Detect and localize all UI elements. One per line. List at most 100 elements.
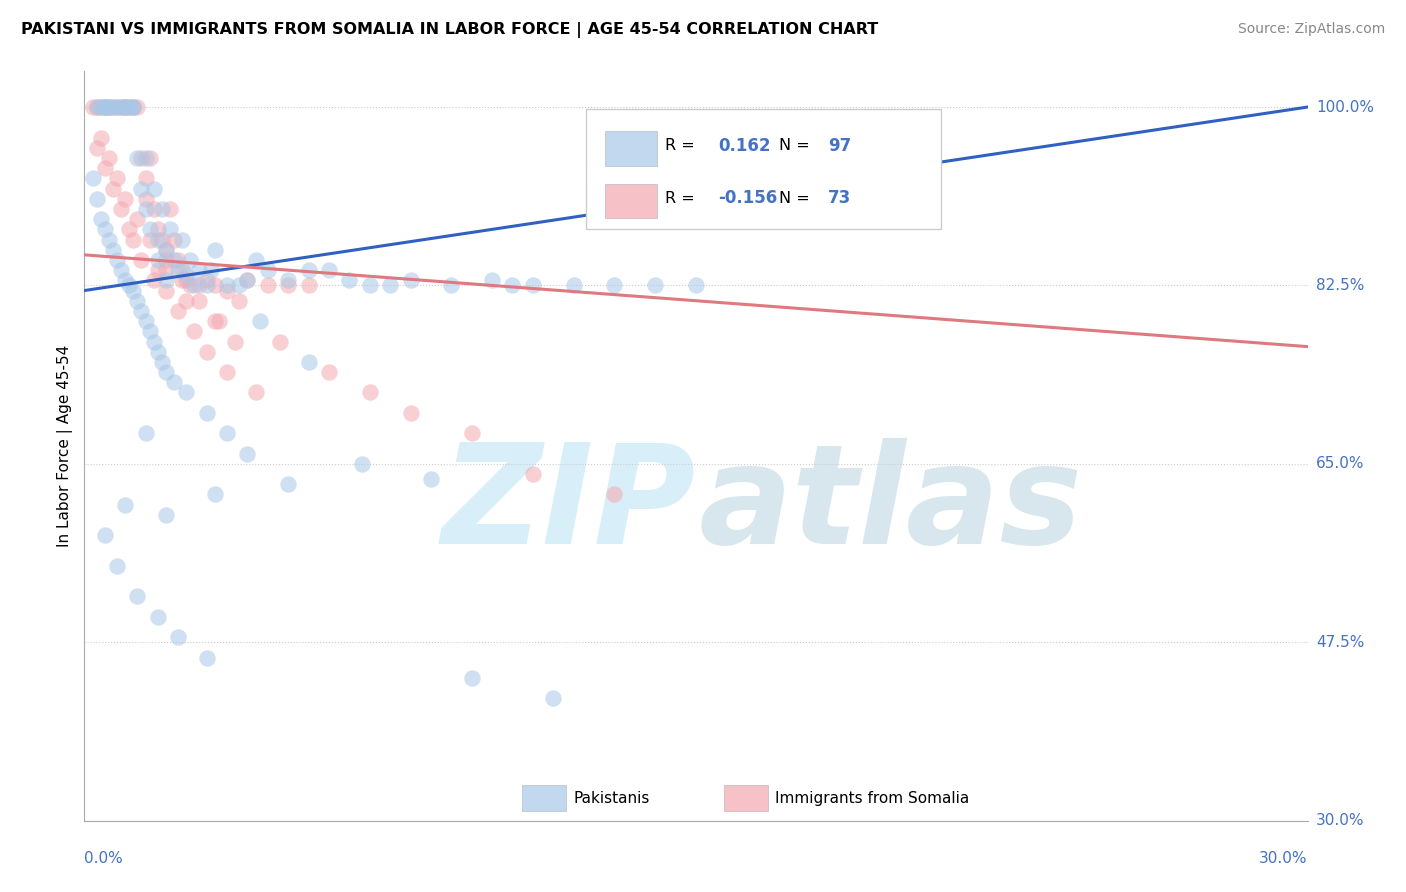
Text: 100.0%: 100.0% bbox=[1316, 100, 1374, 114]
Point bbox=[105, 100, 128, 114]
Point bbox=[101, 100, 124, 114]
Point bbox=[122, 100, 145, 114]
Point bbox=[101, 100, 124, 114]
Text: 0.162: 0.162 bbox=[718, 136, 770, 154]
Point bbox=[93, 100, 115, 114]
Point bbox=[82, 100, 104, 114]
Point bbox=[97, 100, 120, 114]
Point bbox=[204, 243, 226, 257]
Point bbox=[163, 376, 186, 390]
Text: 30.0%: 30.0% bbox=[1260, 851, 1308, 866]
Point bbox=[195, 650, 218, 665]
Point bbox=[195, 278, 218, 293]
Point bbox=[174, 273, 197, 287]
Point bbox=[159, 202, 181, 216]
Point bbox=[135, 192, 157, 206]
Point bbox=[249, 314, 271, 328]
Point bbox=[269, 334, 291, 349]
Point bbox=[200, 263, 222, 277]
FancyBboxPatch shape bbox=[522, 786, 567, 811]
Point bbox=[142, 334, 165, 349]
Point bbox=[131, 181, 153, 195]
Point bbox=[114, 273, 136, 287]
Point bbox=[217, 278, 239, 293]
Point bbox=[183, 324, 205, 338]
Point bbox=[187, 278, 209, 293]
Point bbox=[146, 233, 169, 247]
Point bbox=[543, 691, 565, 706]
Point bbox=[359, 278, 381, 293]
Text: Source: ZipAtlas.com: Source: ZipAtlas.com bbox=[1237, 22, 1385, 37]
Point bbox=[277, 477, 299, 491]
Text: 47.5%: 47.5% bbox=[1316, 635, 1364, 649]
Point bbox=[217, 365, 239, 379]
FancyBboxPatch shape bbox=[586, 109, 941, 228]
Point bbox=[118, 100, 141, 114]
Point bbox=[179, 278, 201, 293]
Point bbox=[167, 263, 190, 277]
Text: 97: 97 bbox=[828, 136, 851, 154]
Text: N =: N = bbox=[779, 138, 815, 153]
Point bbox=[150, 233, 173, 247]
FancyBboxPatch shape bbox=[724, 786, 768, 811]
Point bbox=[163, 252, 186, 267]
Point bbox=[122, 100, 145, 114]
Point bbox=[150, 202, 173, 216]
Point bbox=[277, 273, 299, 287]
Point bbox=[127, 100, 149, 114]
Point bbox=[204, 487, 226, 501]
Point bbox=[135, 151, 157, 165]
Point bbox=[110, 202, 132, 216]
Point bbox=[90, 130, 112, 145]
Point bbox=[114, 100, 136, 114]
Text: -0.156: -0.156 bbox=[718, 189, 778, 207]
Point bbox=[138, 222, 160, 236]
Text: ZIP: ZIP bbox=[441, 439, 696, 574]
Point bbox=[298, 278, 321, 293]
Point bbox=[172, 273, 194, 287]
Point bbox=[105, 171, 128, 186]
Point bbox=[195, 273, 218, 287]
Point bbox=[420, 472, 443, 486]
Point bbox=[685, 278, 707, 293]
Point bbox=[86, 192, 108, 206]
Point bbox=[127, 293, 149, 308]
Point bbox=[135, 202, 157, 216]
Text: Pakistanis: Pakistanis bbox=[574, 790, 650, 805]
Point bbox=[204, 278, 226, 293]
Point bbox=[138, 151, 160, 165]
Point bbox=[146, 344, 169, 359]
Point bbox=[502, 278, 524, 293]
Point bbox=[172, 233, 194, 247]
Point bbox=[399, 406, 422, 420]
Point bbox=[440, 278, 463, 293]
Point bbox=[82, 171, 104, 186]
Point bbox=[118, 278, 141, 293]
Point bbox=[93, 222, 115, 236]
Point bbox=[114, 192, 136, 206]
Point bbox=[172, 263, 194, 277]
Point bbox=[228, 293, 250, 308]
Point bbox=[174, 385, 197, 400]
Point bbox=[93, 100, 115, 114]
Point bbox=[350, 457, 373, 471]
Point bbox=[155, 365, 177, 379]
Point bbox=[155, 263, 177, 277]
Point bbox=[208, 314, 231, 328]
Point bbox=[179, 252, 201, 267]
Point bbox=[135, 171, 157, 186]
Point bbox=[298, 355, 321, 369]
Y-axis label: In Labor Force | Age 45-54: In Labor Force | Age 45-54 bbox=[58, 345, 73, 547]
Point bbox=[339, 273, 361, 287]
Point bbox=[155, 252, 177, 267]
Point bbox=[562, 278, 585, 293]
Point bbox=[114, 100, 136, 114]
Text: R =: R = bbox=[665, 138, 700, 153]
Point bbox=[217, 284, 239, 298]
Point bbox=[127, 590, 149, 604]
Point bbox=[93, 100, 115, 114]
Point bbox=[114, 498, 136, 512]
Point bbox=[114, 100, 136, 114]
Point bbox=[110, 100, 132, 114]
Point bbox=[236, 447, 259, 461]
